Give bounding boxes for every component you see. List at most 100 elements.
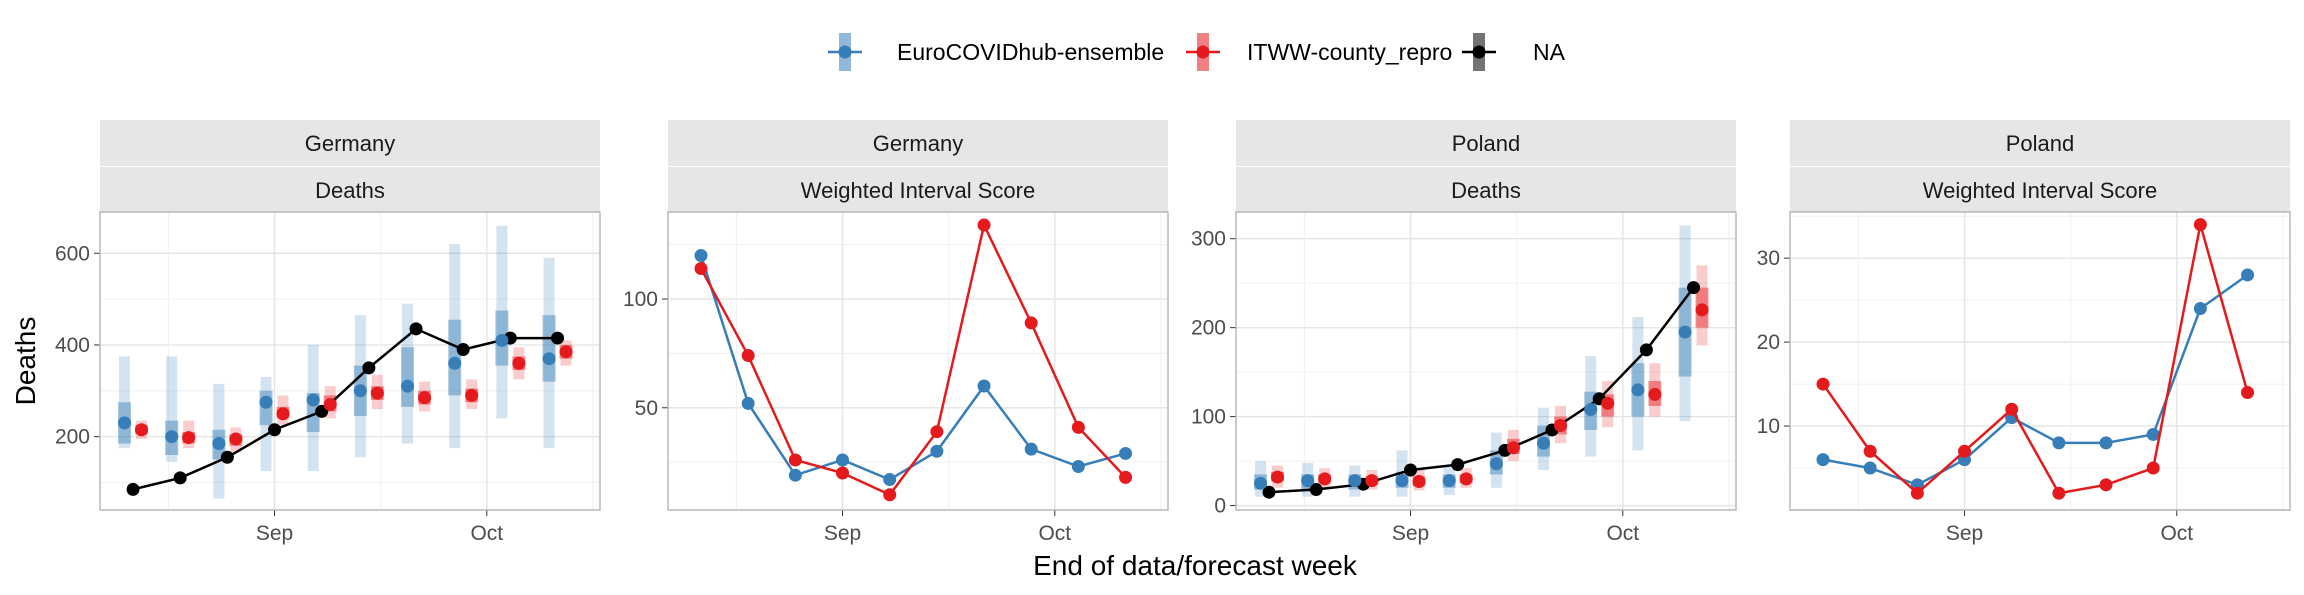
facet-strip — [668, 167, 1168, 213]
score-point — [1071, 459, 1085, 473]
plot-border — [99, 211, 601, 511]
panel-2: Poland Deaths 0 100 200 300 Sep Oct — [1191, 120, 1737, 545]
panel-3: Poland Weighted Interval Score 10 20 30 Sep Oc… — [1757, 120, 2291, 545]
score-point — [694, 249, 708, 263]
score-point — [1024, 442, 1038, 456]
score-point — [930, 425, 944, 439]
plot-border — [1235, 211, 1737, 511]
truth-point — [456, 343, 470, 357]
y-tick-label: 400 — [55, 334, 90, 357]
truth-point — [268, 423, 282, 437]
x-tick-label: Oct — [470, 522, 503, 545]
truth-point — [1451, 458, 1465, 472]
score-point — [2193, 302, 2207, 316]
score-point — [2052, 486, 2066, 500]
y-tick-label: 200 — [1191, 317, 1226, 340]
score-point — [1863, 444, 1877, 458]
x-tick-label: Oct — [1606, 522, 1639, 545]
facet-strip — [100, 167, 600, 213]
y-tick-label: 10 — [1757, 415, 1780, 438]
x-tick-label: Sep — [824, 522, 861, 545]
score-line — [1821, 224, 2249, 495]
forecast-median-point — [118, 416, 132, 430]
truth-point — [551, 331, 565, 345]
forecast-median-point — [276, 407, 290, 421]
interval-90-band — [496, 225, 508, 419]
score-point — [1119, 470, 1133, 484]
interval-50-band — [401, 347, 415, 407]
forecast-median-point — [353, 384, 367, 398]
x-tick-label: Sep — [1946, 522, 1983, 545]
facet-strip-label: Poland — [2006, 131, 2075, 156]
score-point — [2099, 436, 2113, 450]
forecast-median-point — [370, 386, 384, 400]
truth-point — [362, 361, 376, 375]
forecast-median-point — [1442, 474, 1456, 488]
forecast-median-point — [448, 356, 462, 370]
facet-strip-label: Deaths — [1451, 178, 1521, 203]
forecast-median-point — [1254, 476, 1268, 490]
forecast-median-point — [1301, 474, 1315, 488]
y-tick-label: 300 — [1191, 228, 1226, 251]
score-point — [1024, 316, 1038, 330]
facet-strip-label: Germany — [873, 131, 963, 156]
score-point — [836, 453, 850, 467]
x-tick-label: Oct — [2160, 522, 2193, 545]
panel-1: Germany Weighted Interval Score 50 100 Sep Oc… — [623, 120, 1169, 545]
facet-strip — [668, 120, 1168, 166]
forecast-median-point — [1695, 303, 1709, 317]
forecast-median-point — [182, 431, 196, 445]
forecast-median-point — [1271, 470, 1285, 484]
score-point — [1958, 444, 1972, 458]
legend-key-point — [838, 45, 852, 59]
interval-90-band — [260, 377, 272, 472]
forecast-median-point — [1459, 472, 1473, 486]
forecast-median-point — [1348, 474, 1362, 488]
score-point — [2005, 402, 2019, 416]
interval-90-band — [1679, 225, 1691, 422]
truth-point — [173, 471, 187, 485]
facet-strip — [1790, 120, 2290, 166]
forecast-median-point — [559, 345, 573, 359]
forecast-median-point — [401, 379, 415, 393]
interval-90-band — [402, 303, 414, 444]
score-point — [977, 218, 991, 232]
score-point — [788, 468, 802, 482]
score-point — [883, 473, 897, 487]
forecast-median-point — [1365, 474, 1379, 488]
truth-point — [1687, 281, 1701, 295]
score-point — [883, 488, 897, 502]
plot-area — [1236, 212, 1736, 510]
score-line — [1822, 273, 2249, 487]
score-point — [930, 444, 944, 458]
score-point — [1816, 453, 1830, 467]
score-point — [2241, 385, 2255, 399]
legend-label: ITWW-county_repro — [1247, 39, 1452, 65]
y-tick-label: 50 — [635, 397, 658, 420]
forecast-median-point — [542, 352, 556, 366]
truth-point — [1262, 485, 1276, 499]
truth-point — [1404, 463, 1418, 477]
score-point — [2052, 436, 2066, 450]
score-point — [1119, 446, 1133, 460]
legend-key-point — [1472, 45, 1486, 59]
x-tick-label: Sep — [256, 522, 293, 545]
score-point — [2146, 461, 2160, 475]
score-point — [2146, 427, 2160, 441]
facet-strip-label: Poland — [1452, 131, 1521, 156]
legend-key-point — [1196, 45, 1210, 59]
forecast-median-point — [495, 333, 509, 347]
truth-point — [1309, 483, 1323, 497]
forecast-median-point — [1489, 457, 1503, 471]
legend-key-2 — [1462, 33, 1496, 71]
truth-point — [409, 322, 423, 336]
score-point — [1863, 461, 1877, 475]
legend-key-0 — [828, 33, 862, 71]
forecast-median-point — [1631, 383, 1645, 397]
score-point — [1816, 377, 1830, 391]
forecast-median-point — [1601, 396, 1615, 410]
forecast-median-point — [465, 388, 479, 402]
truth-line — [132, 327, 558, 491]
score-point — [2193, 218, 2207, 232]
